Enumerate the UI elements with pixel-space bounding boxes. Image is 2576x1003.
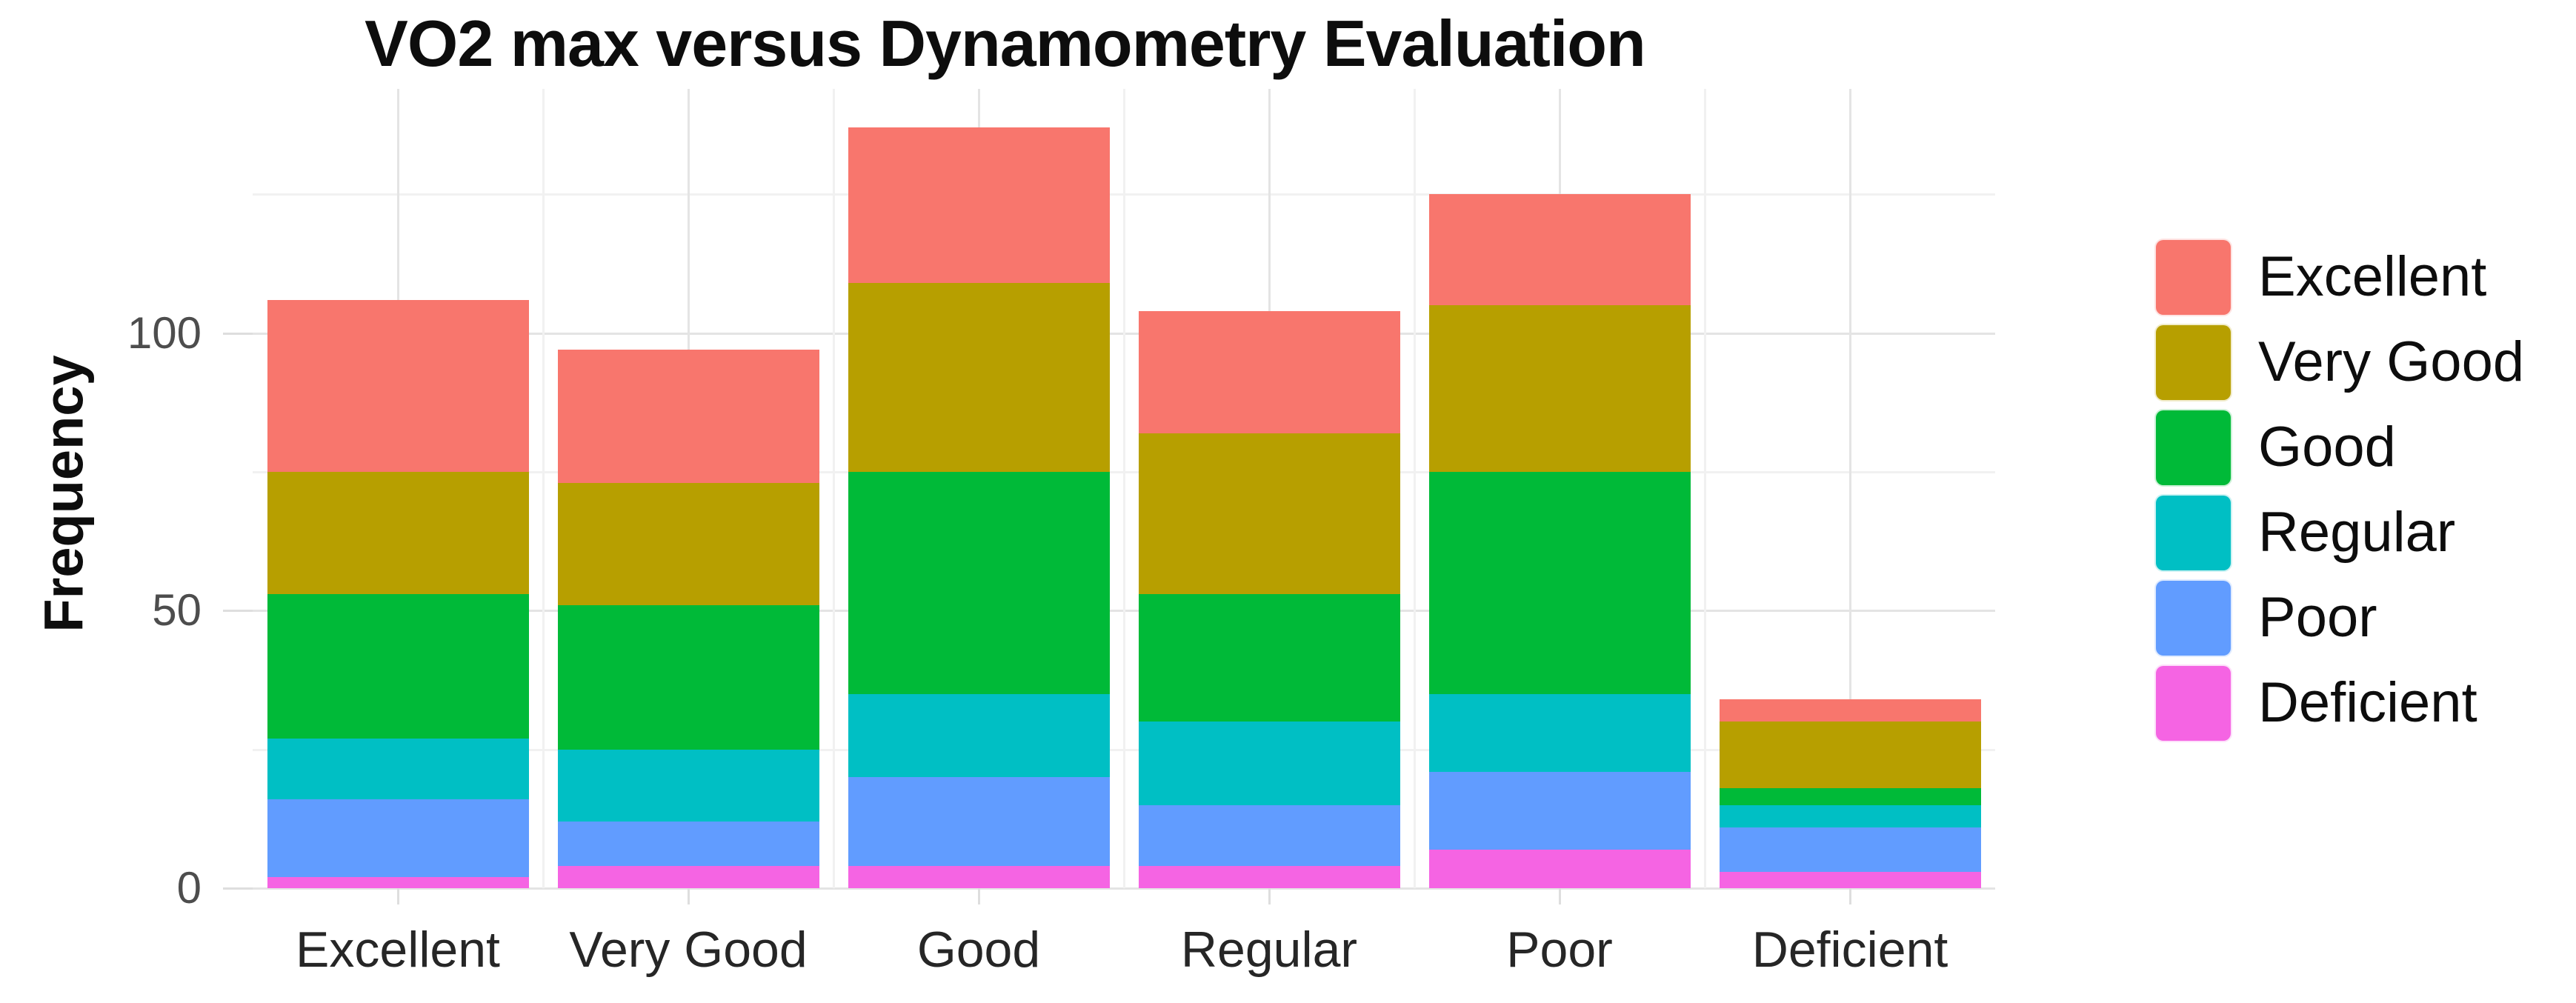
x-tick-mark [1268,888,1271,904]
legend-label: Good [2258,415,2396,479]
bar-segment [848,866,1110,888]
y-tick-mark [223,610,253,613]
bar-segment [1138,722,1400,805]
x-tick-label: Very Good [569,922,808,978]
x-tick-mark [688,888,690,904]
bar-segment [1138,804,1400,867]
stacked-bar [1428,194,1691,888]
gridline-minor-v [1123,89,1125,888]
bar-segment [557,604,819,750]
legend-item: Very Good [2154,324,2569,401]
bar-segment [1719,827,1981,872]
x-tick-label: Good [916,922,1041,978]
bar-segment [848,472,1110,694]
legend-swatch [2154,664,2232,742]
bar-segment [1428,472,1691,694]
stacked-bar [557,350,819,888]
y-tick-label: 100 [127,307,202,358]
bar-segment [848,127,1110,284]
bar-segment [1138,433,1400,594]
bar-segment [267,593,529,739]
bar-segment [1138,866,1400,888]
legend-item: Excellent [2154,239,2569,316]
stacked-bar [1138,310,1400,888]
bar-segment [267,472,529,594]
legend-swatch [2154,239,2232,316]
gridline-major-v [1849,89,1851,888]
legend-item: Regular [2154,494,2569,572]
bar-segment [1428,305,1691,473]
x-tick-mark [1559,888,1561,904]
legend-swatch [2154,324,2232,401]
gridline-minor-v [833,89,835,888]
bar-segment [267,877,529,888]
bar-segment [557,350,819,484]
y-tick-label: 0 [176,863,202,913]
bar-segment [267,799,529,878]
y-tick-mark [223,887,253,890]
bar-segment [267,299,529,473]
bar-segment [557,866,819,888]
x-tick-label: Regular [1180,922,1358,978]
x-tick-mark [397,888,399,904]
legend-label: Deficient [2258,670,2477,734]
y-tick-label: 50 [152,585,202,636]
y-axis-title: Frequency [33,355,95,633]
bar-segment [1428,693,1691,772]
bar-segment [267,738,529,800]
bar-segment [1719,722,1981,789]
bar-segment [848,693,1110,778]
legend-swatch [2154,579,2232,657]
stacked-bar [1719,699,1981,888]
x-tick-label: Deficient [1751,922,1948,978]
stacked-bar [267,299,529,888]
bar-segment [848,777,1110,867]
bar-segment [557,822,819,867]
x-tick-mark [1849,888,1851,904]
gridline-minor-v [542,89,545,888]
bar-segment [557,483,819,605]
legend-label: Very Good [2258,330,2525,393]
gridline-minor-v [1704,89,1706,888]
bar-segment [1428,194,1691,306]
legend-label: Regular [2258,500,2456,564]
bar-segment [1428,849,1691,888]
bar-segment [1428,771,1691,850]
x-tick-label: Excellent [296,922,500,978]
bar-segment [1719,804,1981,827]
gridline-minor-v [1414,89,1416,888]
legend-item: Good [2154,409,2569,487]
plot-panel [253,89,1995,890]
bar-segment [848,283,1110,473]
bar-segment [1138,310,1400,433]
legend-label: Poor [2258,585,2377,649]
bar-segment [1719,788,1981,805]
legend-swatch [2154,494,2232,572]
x-tick-label: Poor [1506,922,1613,978]
bar-segment [1138,593,1400,722]
legend-item: Deficient [2154,664,2569,742]
bar-segment [557,749,819,822]
legend-swatch [2154,409,2232,487]
x-tick-mark [978,888,980,904]
y-tick-mark [223,332,253,335]
chart-title: VO2 max versus Dynamometry Evaluation [365,7,1646,80]
gridline-major-h [253,887,1995,890]
bar-segment [1719,871,1981,888]
legend-label: Excellent [2258,244,2487,308]
stacked-bar [848,127,1110,888]
legend-item: Poor [2154,579,2569,657]
bar-segment [1719,699,1981,722]
